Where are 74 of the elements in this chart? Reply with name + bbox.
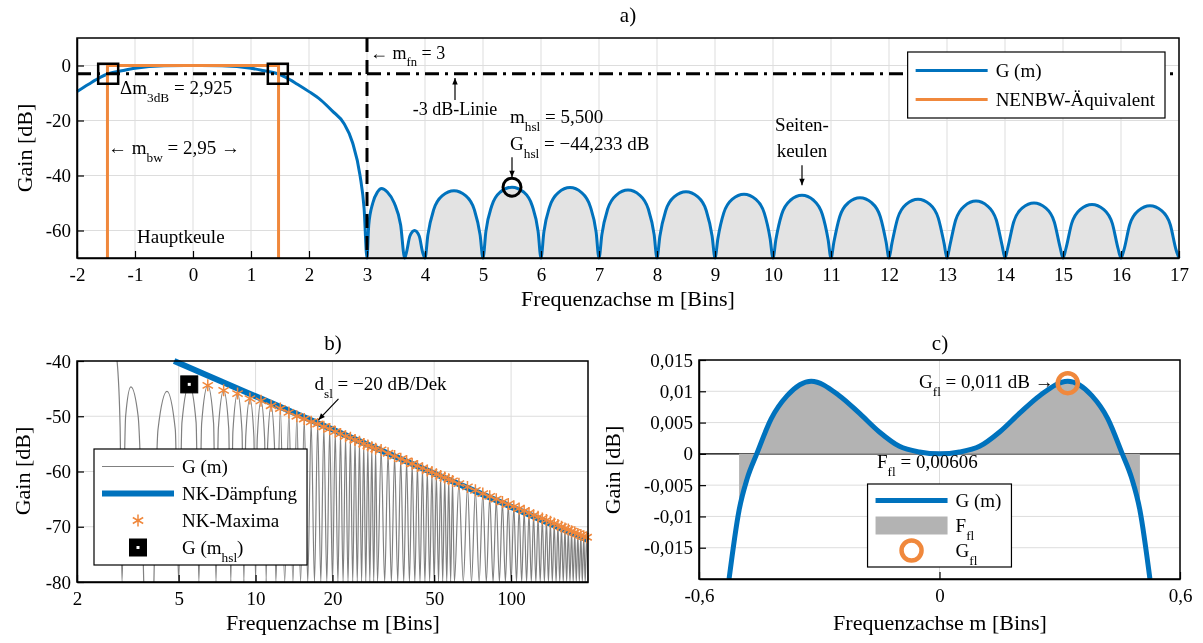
legend-label: G (m$_{hsl}$)	[182, 537, 244, 565]
y-tick-label: 0,01	[659, 380, 693, 402]
y-tick-label: -40	[45, 165, 71, 187]
x-tick-label: 5	[478, 264, 489, 286]
x-tick-label: -2	[69, 264, 86, 286]
annotation: F$_{fl}$ = 0,00606	[877, 451, 978, 479]
x-tick-label: 1	[246, 264, 257, 286]
annotation: ← m$_{bw}$ = 2,95 →	[108, 137, 241, 165]
annotation: Δm$_{3dB}$ = 2,925	[120, 77, 233, 105]
y-axis-title: Gain [dB]	[11, 103, 37, 193]
x-tick-label: -1	[127, 264, 144, 286]
y-axis-title: Gain [dB]	[9, 426, 35, 516]
x-tick-label: 15	[1054, 264, 1073, 286]
chart-title: a)	[619, 3, 637, 27]
x-tick-label: 13	[938, 264, 957, 286]
y-tick-label: -70	[45, 516, 71, 538]
annotation: Seiten- keulen	[775, 114, 829, 162]
x-tick-label: 9	[710, 264, 721, 286]
x-tick-label: 12	[880, 264, 899, 286]
annotation: G$_{fl}$ = 0,011 dB →	[918, 371, 1054, 399]
x-tick-label: 10	[764, 264, 783, 286]
x-tick-label: 0	[188, 264, 199, 286]
x-tick-label: 0,6	[1168, 585, 1193, 607]
x-tick-label: 100	[497, 588, 526, 610]
y-tick-label: -0,015	[643, 537, 693, 559]
x-tick-label: 14	[996, 264, 1016, 286]
x-tick-label: 2	[72, 588, 83, 610]
x-tick-label: 4	[420, 264, 431, 286]
y-tick-label: 0	[61, 55, 71, 77]
legend-label: NK-Maxima	[182, 510, 280, 532]
y-tick-label: 0,005	[650, 412, 693, 434]
x-tick-label: 10	[246, 588, 266, 610]
legend-label: NK-Dämpfung	[182, 483, 298, 505]
x-tick-label: 16	[1112, 264, 1131, 286]
y-tick-label: -60	[45, 220, 71, 242]
y-tick-label: 0,015	[650, 349, 693, 371]
y-tick-label: -40	[45, 350, 71, 372]
x-tick-label: 6	[536, 264, 547, 286]
x-axis-title: Frequenzachse m [Bins]	[226, 610, 440, 635]
x-tick-label: 20	[323, 588, 343, 610]
legend-label: F$_{fl}$	[955, 515, 975, 543]
x-tick-label: 8	[652, 264, 663, 286]
annotation: d$_{sl}$ = −20 dB/Dek	[314, 372, 448, 401]
legend-label: NENBW-Äquivalent	[995, 89, 1156, 111]
x-tick-label: 50	[425, 588, 445, 610]
legend-label: G (m)	[182, 456, 228, 479]
x-tick-label: 2	[304, 264, 315, 286]
annotation: m$_{hsl}$ = 5,500	[510, 106, 604, 134]
chart-title: b)	[324, 331, 342, 355]
annotation: Hauptkeule	[137, 226, 225, 247]
y-tick-label: -60	[45, 461, 71, 483]
x-tick-label: 3	[362, 264, 373, 286]
x-tick-label: 0	[935, 585, 945, 607]
ref-line-label: ← m$_{fn}$ = 3	[370, 43, 446, 69]
legend-label: G (m)	[995, 60, 1042, 83]
x-axis-title: Frequenzachse m [Bins]	[833, 610, 1047, 635]
x-tick-label: 7	[594, 264, 605, 286]
x-tick-label: -0,6	[684, 585, 715, 607]
y-tick-label: -0,01	[653, 506, 693, 528]
ref-line-label: -3 dB-Linie	[412, 99, 498, 119]
y-tick-label: -80	[45, 571, 71, 593]
chart-title: c)	[931, 331, 949, 355]
legend-label: G$_{fl}$	[955, 540, 978, 568]
y-tick-label: -50	[45, 405, 71, 427]
y-axis-title: Gain [dB]	[599, 425, 625, 515]
x-tick-label: 11	[822, 264, 841, 286]
y-tick-label: -0,005	[643, 474, 693, 496]
x-tick-label: 5	[174, 588, 184, 610]
x-tick-label: 17	[1170, 264, 1189, 286]
annotation: G$_{hsl}$ = −44,233 dB	[510, 133, 650, 161]
y-tick-label: -20	[45, 110, 71, 132]
x-axis-title: Frequenzachse m [Bins]	[521, 286, 735, 311]
y-tick-label: 0	[683, 443, 693, 465]
legend-label: G (m)	[955, 490, 1002, 513]
